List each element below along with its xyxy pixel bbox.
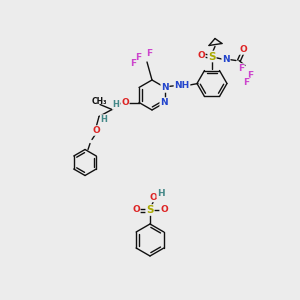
Text: O: O	[132, 206, 140, 214]
Text: O: O	[149, 193, 157, 202]
Text: H: H	[112, 100, 119, 109]
Text: O: O	[121, 98, 129, 107]
Text: F: F	[146, 49, 152, 58]
Text: F: F	[130, 59, 136, 68]
Text: N: N	[160, 98, 168, 107]
Text: F: F	[238, 64, 244, 73]
Text: S: S	[208, 52, 216, 61]
Text: H: H	[100, 115, 107, 124]
Text: F: F	[135, 52, 141, 62]
Text: N: N	[222, 55, 230, 64]
Text: O: O	[197, 51, 205, 60]
Text: O: O	[92, 126, 100, 135]
Text: O: O	[239, 45, 247, 54]
Text: S: S	[146, 205, 154, 215]
Text: NH: NH	[174, 81, 190, 90]
Text: CH₃: CH₃	[91, 97, 107, 106]
Text: F: F	[243, 78, 249, 87]
Text: F: F	[247, 71, 253, 80]
Text: O: O	[160, 206, 168, 214]
Text: N: N	[161, 83, 169, 92]
Text: H: H	[157, 188, 165, 197]
